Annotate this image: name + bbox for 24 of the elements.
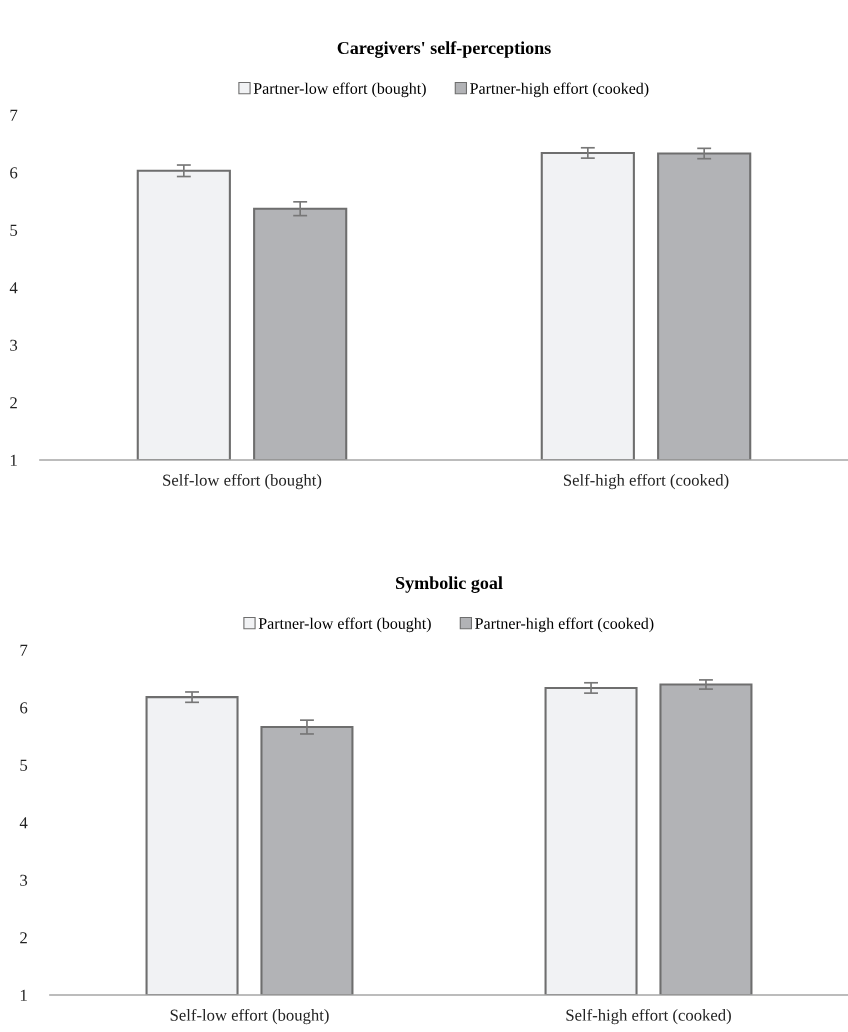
x-tick-label: Self-low effort (bought) [170, 1008, 329, 1025]
y-tick-label: 5 [10, 224, 18, 236]
y-tick-label: 5 [20, 759, 28, 771]
legend-label: Partner-high effort (cooked) [470, 82, 649, 98]
y-tick-label: 3 [20, 874, 28, 886]
y-tick-label: 6 [10, 167, 18, 179]
x-tick-label: Self-low effort (bought) [163, 473, 322, 490]
x-tick-label: Self-high effort (cooked) [563, 473, 729, 490]
y-tick-label: 1 [20, 989, 27, 1001]
legend-label: Partner-low effort (bought) [253, 82, 426, 98]
y-tick-label: 3 [10, 339, 18, 351]
y-tick-label: 2 [20, 932, 27, 944]
legend-label: Partner-high effort (cooked) [475, 617, 654, 633]
y-tick-label: 6 [20, 702, 28, 714]
legend-label: Partner-low effort (bought) [258, 617, 431, 633]
y-tick-label: 7 [10, 109, 18, 121]
chart-title: Caregivers' self-perceptions [337, 41, 551, 58]
y-tick-label: 7 [20, 644, 28, 656]
y-tick-label: 1 [10, 454, 17, 466]
y-tick-label: 2 [10, 397, 17, 409]
x-tick-label: Self-high effort (cooked) [566, 1008, 731, 1025]
y-tick-label: 4 [9, 282, 18, 294]
chart-title: Symbolic goal [396, 576, 503, 593]
y-tick-label: 4 [19, 817, 28, 829]
